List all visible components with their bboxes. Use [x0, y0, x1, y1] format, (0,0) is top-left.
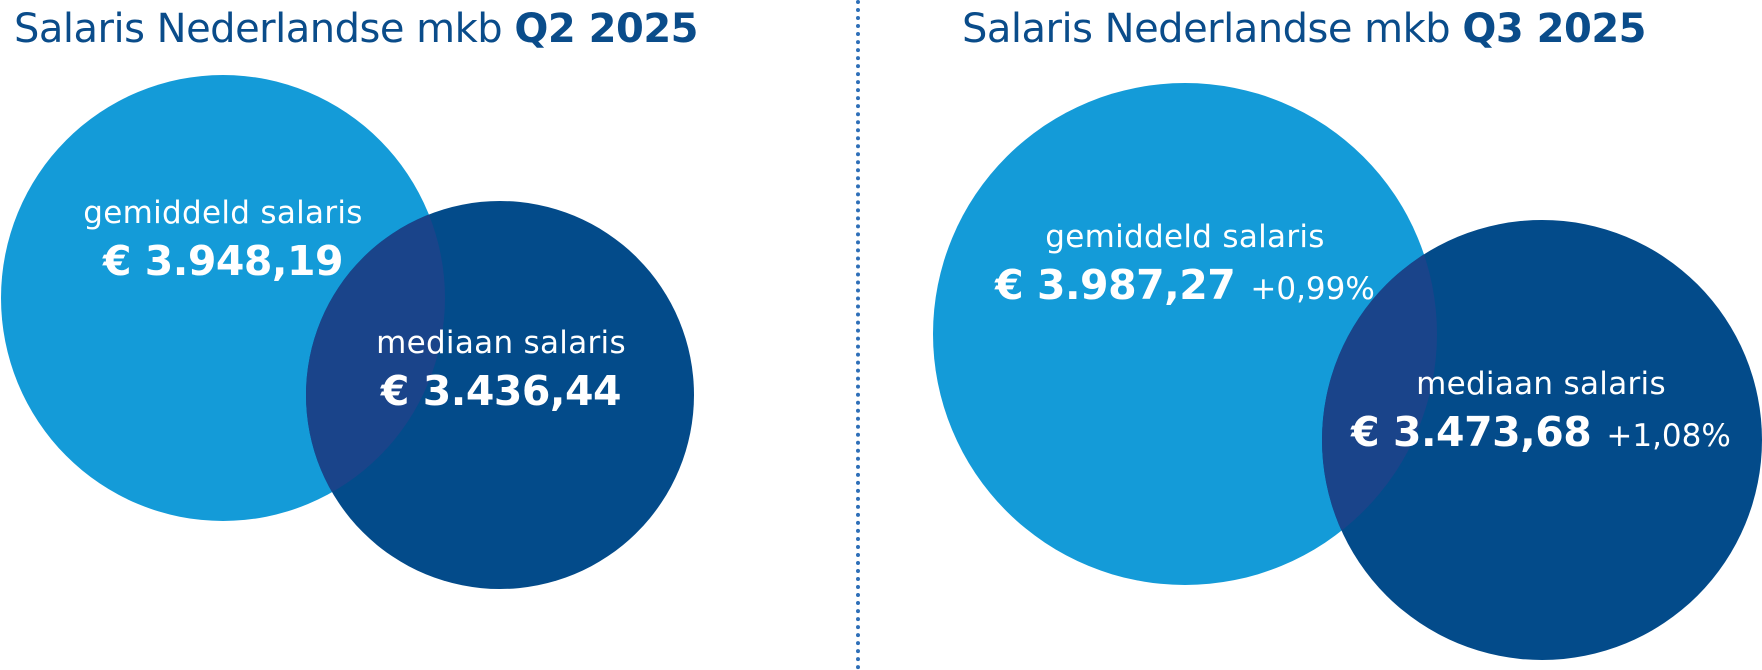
- average-salary-caption: gemiddeld salaris: [83, 195, 363, 231]
- median-salary-caption: mediaan salaris: [376, 325, 626, 361]
- panel-divider: [856, 0, 860, 670]
- average-salary-label-q3: gemiddeld salaris € 3.987,27 +0,99%: [995, 219, 1375, 309]
- median-salary-value: € 3.473,68: [1351, 408, 1592, 456]
- title-prefix: Salaris Nederlandse mkb: [962, 6, 1451, 52]
- median-salary-label-q3: mediaan salaris € 3.473,68 +1,08%: [1351, 366, 1731, 456]
- title-prefix: Salaris Nederlandse mkb: [14, 6, 503, 52]
- median-salary-value-line: € 3.473,68 +1,08%: [1351, 408, 1731, 456]
- median-salary-caption: mediaan salaris: [1416, 366, 1666, 402]
- median-salary-label-q2: mediaan salaris € 3.436,44: [376, 325, 626, 415]
- circle-overlap-q2: [1, 75, 445, 521]
- average-salary-value: € 3.948,19: [102, 237, 344, 285]
- median-salary-value-line: € 3.436,44: [376, 367, 626, 415]
- title-period: Q3 2025: [1462, 6, 1646, 52]
- average-salary-value: € 3.987,27: [995, 261, 1236, 309]
- title-period: Q2 2025: [514, 6, 698, 52]
- panel-title-q2: Salaris Nederlandse mkb Q2 2025: [14, 6, 698, 52]
- circle-overlap-q3: [933, 83, 1437, 585]
- average-salary-caption: gemiddeld salaris: [1045, 219, 1325, 255]
- average-salary-value-line: € 3.987,27 +0,99%: [995, 261, 1375, 309]
- panel-title-q3: Salaris Nederlandse mkb Q3 2025: [962, 6, 1646, 52]
- median-salary-value: € 3.436,44: [380, 367, 622, 415]
- average-salary-value-line: € 3.948,19: [83, 237, 363, 285]
- average-salary-change: +0,99%: [1250, 271, 1375, 307]
- average-salary-label-q2: gemiddeld salaris € 3.948,19: [83, 195, 363, 285]
- median-salary-change: +1,08%: [1606, 418, 1731, 454]
